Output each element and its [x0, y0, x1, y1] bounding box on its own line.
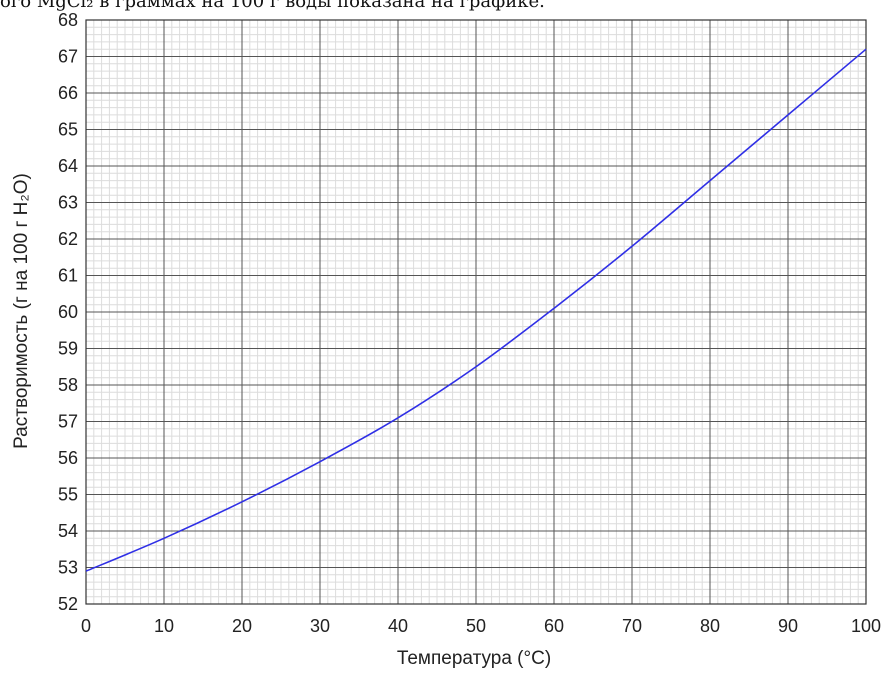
x-tick-label: 20: [232, 616, 252, 636]
y-tick-label: 67: [58, 47, 78, 67]
x-tick-label: 0: [81, 616, 91, 636]
y-tick-label: 66: [58, 83, 78, 103]
y-tick-label: 56: [58, 448, 78, 468]
x-tick-label: 100: [851, 616, 881, 636]
y-tick-label: 59: [58, 339, 78, 359]
y-tick-label: 54: [58, 521, 78, 541]
y-tick-label: 62: [58, 229, 78, 249]
x-tick-label: 80: [700, 616, 720, 636]
y-tick-label: 64: [58, 156, 78, 176]
y-tick-label: 58: [58, 375, 78, 395]
x-tick-label: 40: [388, 616, 408, 636]
x-tick-label: 30: [310, 616, 330, 636]
y-axis-label: Растворимость (г на 100 г H₂O): [11, 173, 32, 449]
y-tick-label: 61: [58, 266, 78, 286]
y-tick-label: 65: [58, 120, 78, 140]
x-tick-label: 50: [466, 616, 486, 636]
y-tick-label: 53: [58, 558, 78, 578]
x-tick-label: 70: [622, 616, 642, 636]
x-tick-labels: 0 10 20 30 40 50 60 70 80 90 100: [81, 616, 881, 636]
x-tick-label: 90: [778, 616, 798, 636]
y-tick-label: 63: [58, 193, 78, 213]
x-axis-label: Температура (°C): [397, 648, 551, 669]
y-tick-label: 57: [58, 412, 78, 432]
y-tick-label: 55: [58, 485, 78, 505]
y-tick-label: 52: [58, 594, 78, 614]
x-tick-label: 10: [154, 616, 174, 636]
x-tick-label: 60: [544, 616, 564, 636]
y-tick-label: 60: [58, 302, 78, 322]
header-text: ого MgCl₂ в граммах на 100 г воды показа…: [0, 0, 887, 17]
